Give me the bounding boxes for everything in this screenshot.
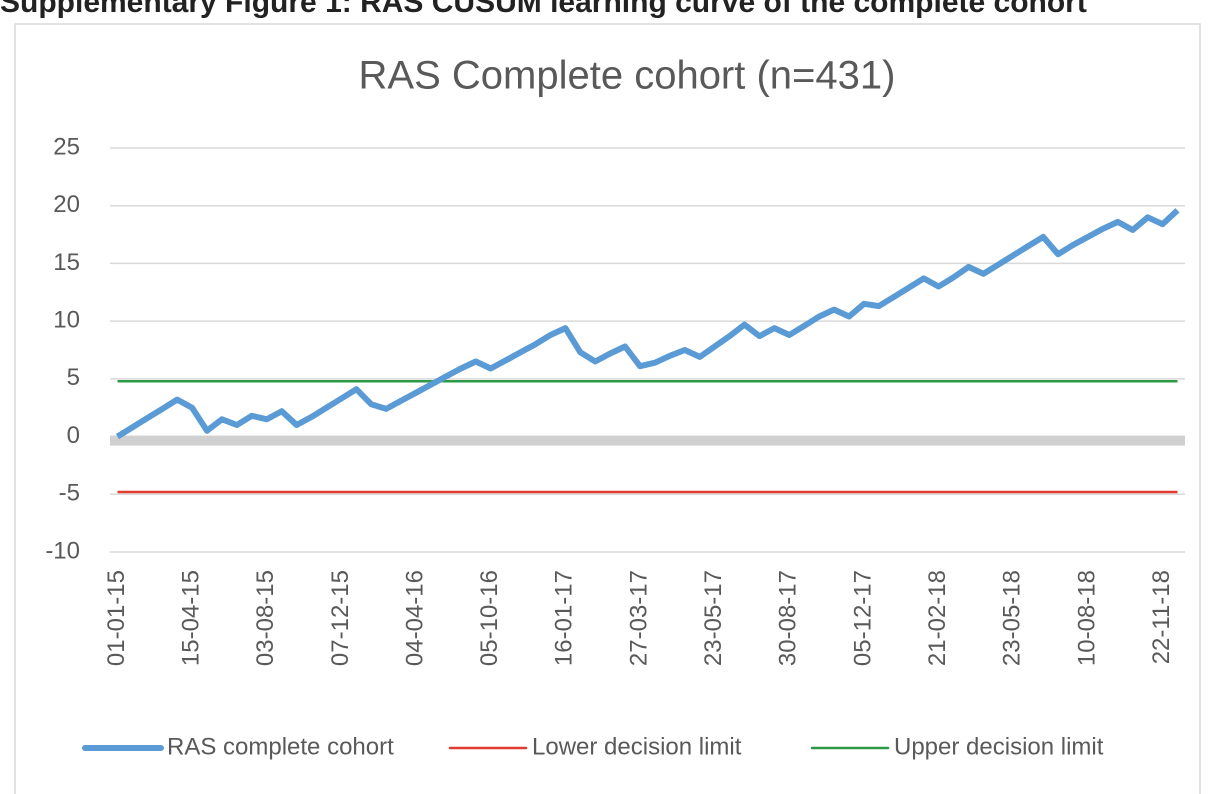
x-tick-label: 07-12-15 (327, 570, 354, 666)
x-tick-label: 10-08-18 (1073, 570, 1100, 666)
x-tick-label: 27-03-17 (625, 570, 652, 666)
figure-caption: Supplementary Figure 1: RAS CUSUM learni… (0, 0, 1087, 19)
x-tick-label: 05-10-16 (476, 570, 503, 666)
legend-label: RAS complete cohort (167, 733, 394, 760)
y-tick-label: -10 (45, 537, 80, 564)
y-tick-label: 25 (53, 133, 80, 160)
line-series (115, 208, 1180, 440)
x-tick-label: 16-01-17 (551, 570, 578, 666)
y-tick-label: 10 (53, 306, 80, 333)
legend-label: Upper decision limit (894, 733, 1104, 760)
y-tick-label: -5 (59, 480, 80, 507)
x-tick-label: 03-08-15 (252, 570, 279, 666)
x-tick-label: 15-04-15 (177, 570, 204, 666)
x-tick-label: 04-04-16 (401, 570, 428, 666)
y-tick-label: 0 (67, 422, 80, 449)
x-tick-label: 22-11-18 (1148, 570, 1175, 664)
x-tick-label: 23-05-18 (999, 570, 1026, 666)
y-tick-label: 20 (53, 191, 80, 218)
x-tick-label: 23-05-17 (700, 570, 727, 666)
y-tick-label: 15 (53, 249, 80, 276)
legend-label: Lower decision limit (532, 733, 742, 760)
y-tick-label: 5 (67, 364, 80, 391)
x-tick-label: 05-12-17 (849, 570, 876, 666)
chart-title: RAS Complete cohort (n=431) (359, 54, 896, 98)
x-tick-label: 21-02-18 (924, 570, 951, 666)
chart-frame (14, 23, 1201, 794)
x-tick-label: 30-08-17 (775, 570, 802, 666)
x-tick-label: 01-01-15 (103, 570, 130, 666)
